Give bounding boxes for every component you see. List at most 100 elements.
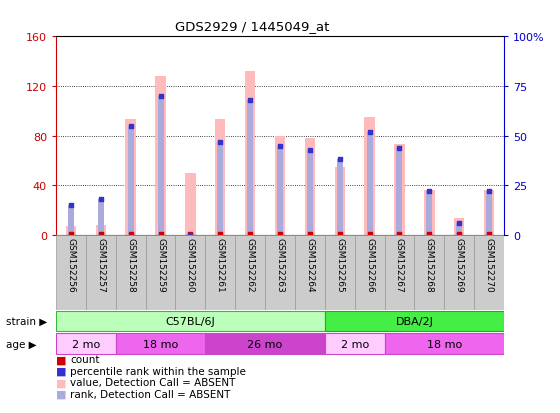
Point <box>96 197 105 203</box>
Text: 2 mo: 2 mo <box>340 339 369 349</box>
Point <box>96 231 105 237</box>
Point <box>67 231 76 237</box>
Text: percentile rank within the sample: percentile rank within the sample <box>70 366 246 376</box>
Point <box>186 232 195 239</box>
Point <box>395 145 404 152</box>
Bar <box>116 235 146 310</box>
Bar <box>295 235 325 310</box>
Text: GSM152261: GSM152261 <box>216 237 225 292</box>
Bar <box>337 160 343 235</box>
Text: value, Detection Call = ABSENT: value, Detection Call = ABSENT <box>70 377 235 387</box>
Bar <box>325 235 354 310</box>
Bar <box>175 235 206 310</box>
Point <box>67 202 76 209</box>
Bar <box>56 334 116 354</box>
Text: GSM152258: GSM152258 <box>126 237 135 292</box>
Point <box>335 231 344 237</box>
Text: GSM152269: GSM152269 <box>455 237 464 292</box>
Point <box>395 231 404 237</box>
Text: C57BL/6J: C57BL/6J <box>166 316 215 326</box>
Bar <box>157 97 164 235</box>
Bar <box>414 235 444 310</box>
Point <box>126 123 135 130</box>
Text: ■: ■ <box>56 354 67 364</box>
Bar <box>146 235 175 310</box>
Bar <box>116 334 206 354</box>
Bar <box>394 145 405 235</box>
Point <box>365 231 374 237</box>
Bar <box>396 148 403 235</box>
Text: GSM152264: GSM152264 <box>305 237 314 292</box>
Bar <box>215 120 226 235</box>
Point <box>425 188 434 195</box>
Bar <box>206 334 325 354</box>
Bar <box>235 235 265 310</box>
Bar <box>305 139 315 235</box>
Bar <box>86 235 116 310</box>
Text: 26 mo: 26 mo <box>248 339 283 349</box>
Point <box>425 231 434 237</box>
Text: GSM152256: GSM152256 <box>67 237 76 292</box>
Text: DBA/2J: DBA/2J <box>395 316 433 326</box>
Point <box>216 139 225 145</box>
Bar <box>474 235 504 310</box>
Text: GSM152265: GSM152265 <box>335 237 344 292</box>
Point <box>276 143 284 150</box>
Bar <box>98 200 104 235</box>
Bar <box>265 235 295 310</box>
Bar <box>277 146 283 235</box>
Bar <box>275 136 285 235</box>
Text: ■: ■ <box>56 366 67 376</box>
Text: GSM152270: GSM152270 <box>484 237 493 292</box>
Bar <box>484 191 494 235</box>
Bar <box>325 334 385 354</box>
Bar <box>454 218 464 235</box>
Bar <box>185 173 195 235</box>
Text: age ▶: age ▶ <box>6 339 36 349</box>
Point <box>305 231 314 237</box>
Text: GSM152259: GSM152259 <box>156 237 165 292</box>
Point <box>305 147 314 154</box>
Text: GSM152262: GSM152262 <box>246 237 255 292</box>
Bar <box>217 142 223 235</box>
Text: strain ▶: strain ▶ <box>6 316 47 326</box>
Bar <box>385 235 414 310</box>
Text: GDS2929 / 1445049_at: GDS2929 / 1445049_at <box>175 20 329 33</box>
Point <box>156 231 165 237</box>
Point <box>484 231 493 237</box>
Text: rank, Detection Call = ABSENT: rank, Detection Call = ABSENT <box>70 389 230 399</box>
Text: GSM152257: GSM152257 <box>96 237 105 292</box>
Point <box>246 231 255 237</box>
Bar <box>365 118 375 235</box>
Bar <box>56 235 86 310</box>
Bar <box>155 77 166 235</box>
Bar <box>206 235 235 310</box>
Point <box>365 129 374 135</box>
Bar <box>334 167 345 235</box>
Text: GSM152260: GSM152260 <box>186 237 195 292</box>
Text: ■: ■ <box>56 377 67 387</box>
Point <box>186 231 195 237</box>
Bar <box>367 132 372 235</box>
Bar <box>56 311 325 331</box>
Bar <box>385 334 504 354</box>
Point <box>335 157 344 164</box>
Bar <box>245 72 255 235</box>
Point <box>455 220 464 227</box>
Bar <box>426 192 432 235</box>
Text: GSM152266: GSM152266 <box>365 237 374 292</box>
Bar <box>456 223 462 235</box>
Bar <box>247 101 253 235</box>
Text: ■: ■ <box>56 389 67 399</box>
Bar <box>66 227 76 235</box>
Bar <box>325 311 504 331</box>
Bar <box>424 191 435 235</box>
Text: GSM152267: GSM152267 <box>395 237 404 292</box>
Bar <box>128 126 134 235</box>
Text: GSM152263: GSM152263 <box>276 237 284 292</box>
Bar <box>96 225 106 235</box>
Bar <box>354 235 385 310</box>
Text: GSM152268: GSM152268 <box>425 237 434 292</box>
Bar <box>68 206 74 235</box>
Point <box>126 231 135 237</box>
